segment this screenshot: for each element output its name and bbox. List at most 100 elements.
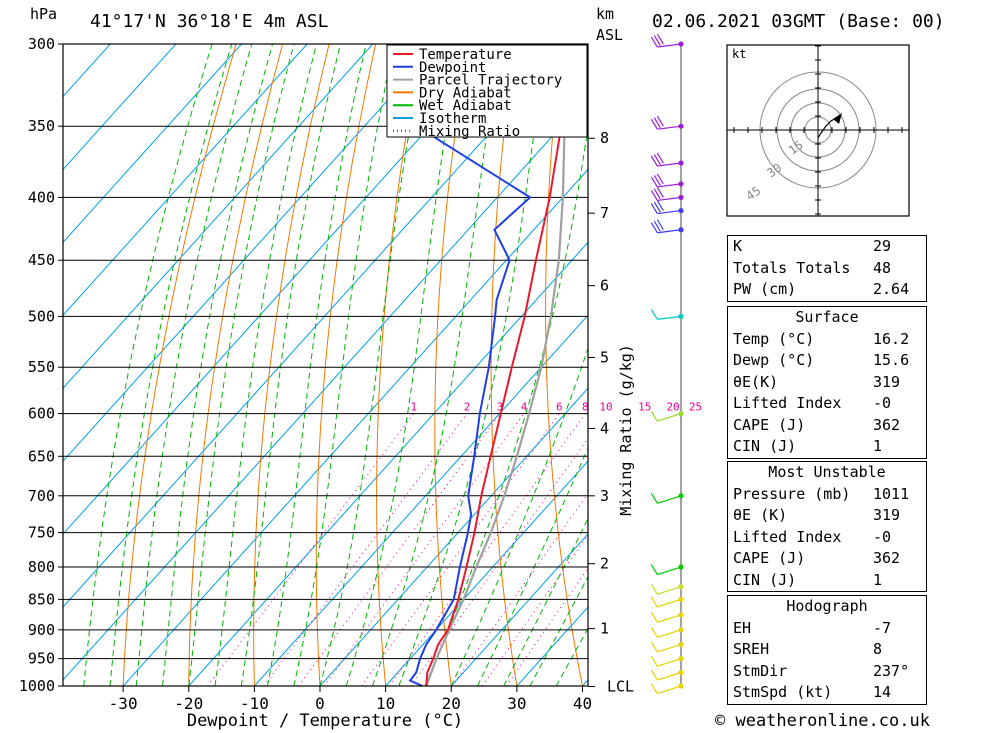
wind-barb-flag [656, 219, 664, 231]
wind-barb-flag [650, 203, 658, 214]
isotherm-line [188, 241, 588, 686]
isotherm-line [63, 44, 505, 535]
ring-label-30: 30 [764, 161, 784, 181]
mixing-ratio-line [451, 492, 588, 686]
wind-barb-flag [653, 188, 661, 200]
legend-label: Temperature [419, 47, 512, 63]
wind-barb [657, 658, 682, 667]
isotherm-line [63, 44, 177, 171]
temperature-tick-label: 0 [315, 694, 325, 713]
wind-barb [657, 315, 682, 321]
wind-barb [657, 413, 682, 422]
temperature-tick-label: -30 [109, 694, 138, 713]
wind-barb-flag [650, 493, 658, 504]
pressure-tick-label: 600 [28, 405, 55, 423]
isotherm-line [63, 44, 571, 608]
wet-adiabat-line [162, 44, 273, 686]
wind-barb-flag [650, 309, 658, 320]
temperature-tick-label: -10 [240, 694, 269, 713]
height-tick-label: 8 [600, 129, 609, 147]
wind-barb-flag [653, 201, 661, 213]
eh-row: EH -7 [728, 618, 926, 640]
legend-label: Isotherm [419, 111, 486, 127]
dewpoint-line [408, 44, 532, 686]
mixing-ratio-axis-title: Mixing Ratio (g/kg) [617, 344, 635, 516]
pressure-tick-label: 500 [28, 307, 55, 325]
wind-barb [657, 125, 682, 130]
wind-barb-flag [650, 36, 658, 48]
surface-cape-value: 362 [873, 415, 901, 434]
wet-adiabat-line [109, 44, 233, 686]
isotherm-line [63, 44, 242, 244]
wet-adiabat-line [503, 517, 588, 686]
temperature-tick-label: 40 [573, 694, 592, 713]
sreh-value: 8 [873, 640, 883, 658]
mixing-ratio-label: 15 [638, 401, 651, 414]
wind-barb [657, 671, 682, 681]
surface-dewp-label: Dewp (°C) [733, 351, 815, 369]
wind-barb-flag [656, 200, 664, 211]
surface-temp-value: 16.2 [873, 329, 910, 348]
k-value: 29 [873, 237, 892, 255]
wind-barb [657, 685, 682, 695]
dry-adiabat-line [188, 44, 284, 686]
height-axis: 8 7 6 5 4 3 2 1 LCL [588, 129, 634, 696]
wind-barb-flag [656, 33, 664, 45]
wet-adiabat-line [83, 44, 213, 686]
wind-barb [657, 566, 682, 576]
wind-barb-flag [650, 190, 658, 201]
wind-barb-flag [650, 176, 658, 188]
stmspd-value: 14 [873, 683, 892, 701]
mixing-ratio-label: 10 [599, 401, 612, 414]
hodograph-stats-table: Hodograph EH -7 SREH 8 StmDir 237° StmSpd (… [727, 595, 927, 705]
height-unit-asl: ASL [596, 26, 623, 44]
wind-barb [657, 229, 682, 234]
wind-barb-flag [656, 173, 664, 185]
tt-label: Totals Totals [733, 258, 851, 277]
height-tick-label: 3 [600, 487, 609, 505]
pressure-tick-label: 300 [28, 35, 55, 53]
mixing-ratio-line [207, 413, 415, 686]
pressure-tick-label: 400 [28, 188, 55, 206]
wet-adiabat-line [450, 346, 588, 686]
stmdir-row: StmDir 237° [728, 661, 926, 683]
isotherm-line [63, 95, 588, 681]
wind-barb-flag [650, 564, 658, 575]
mixing-ratio-labels: 1 2 3 4 6 8 10 15 20 25 [411, 401, 703, 414]
mixing-ratio-label: 4 [521, 401, 528, 414]
wind-barb-flag [650, 155, 658, 167]
wet-adiabat-line [214, 44, 317, 686]
most-unstable-title: Most Unstable [768, 463, 886, 481]
dry-adiabat-line [253, 44, 330, 686]
ring-label-15: 15 [786, 138, 806, 158]
surface-theta-label: θE(K) [733, 372, 779, 391]
wind-barb [657, 209, 682, 215]
stmdir-value: 237° [873, 661, 910, 680]
pressure-tick-label: 450 [28, 251, 55, 269]
wind-barb-flag [650, 222, 658, 234]
mixing-ratio-line [323, 413, 525, 686]
wet-adiabat-line [529, 575, 588, 686]
isotherm-line [319, 387, 588, 686]
mixing-ratio-line [481, 534, 588, 686]
surface-theta-value: 319 [873, 372, 901, 391]
height-tick-label: LCL [607, 678, 634, 696]
totals-totals-row: Totals Totals 48 [728, 258, 926, 280]
pw-value: 2.64 [873, 280, 910, 298]
datetime: 02.06.2021 03GMT (Base: 00) [652, 11, 945, 32]
wind-barb-flag [656, 187, 664, 198]
stmdir-label: StmDir [733, 661, 788, 680]
mu-pressure-row: Pressure (mb) 1011 [728, 484, 926, 506]
wind-barb [657, 643, 682, 653]
mu-li-value: -0 [873, 527, 892, 546]
wind-barb-flag [653, 154, 661, 165]
storm-motion-marker [833, 113, 842, 124]
mixing-ratio-line [361, 413, 560, 686]
dry-adiabat-line [934, 44, 1000, 686]
credit-link[interactable]: © weatheronline.co.uk [715, 711, 930, 731]
mu-cin-row: CIN (J) 1 [728, 570, 926, 592]
mu-cin-label: CIN (J) [733, 570, 797, 589]
legend-label: Dry Adiabat [419, 85, 512, 101]
mu-li-label: Lifted Index [733, 527, 842, 546]
